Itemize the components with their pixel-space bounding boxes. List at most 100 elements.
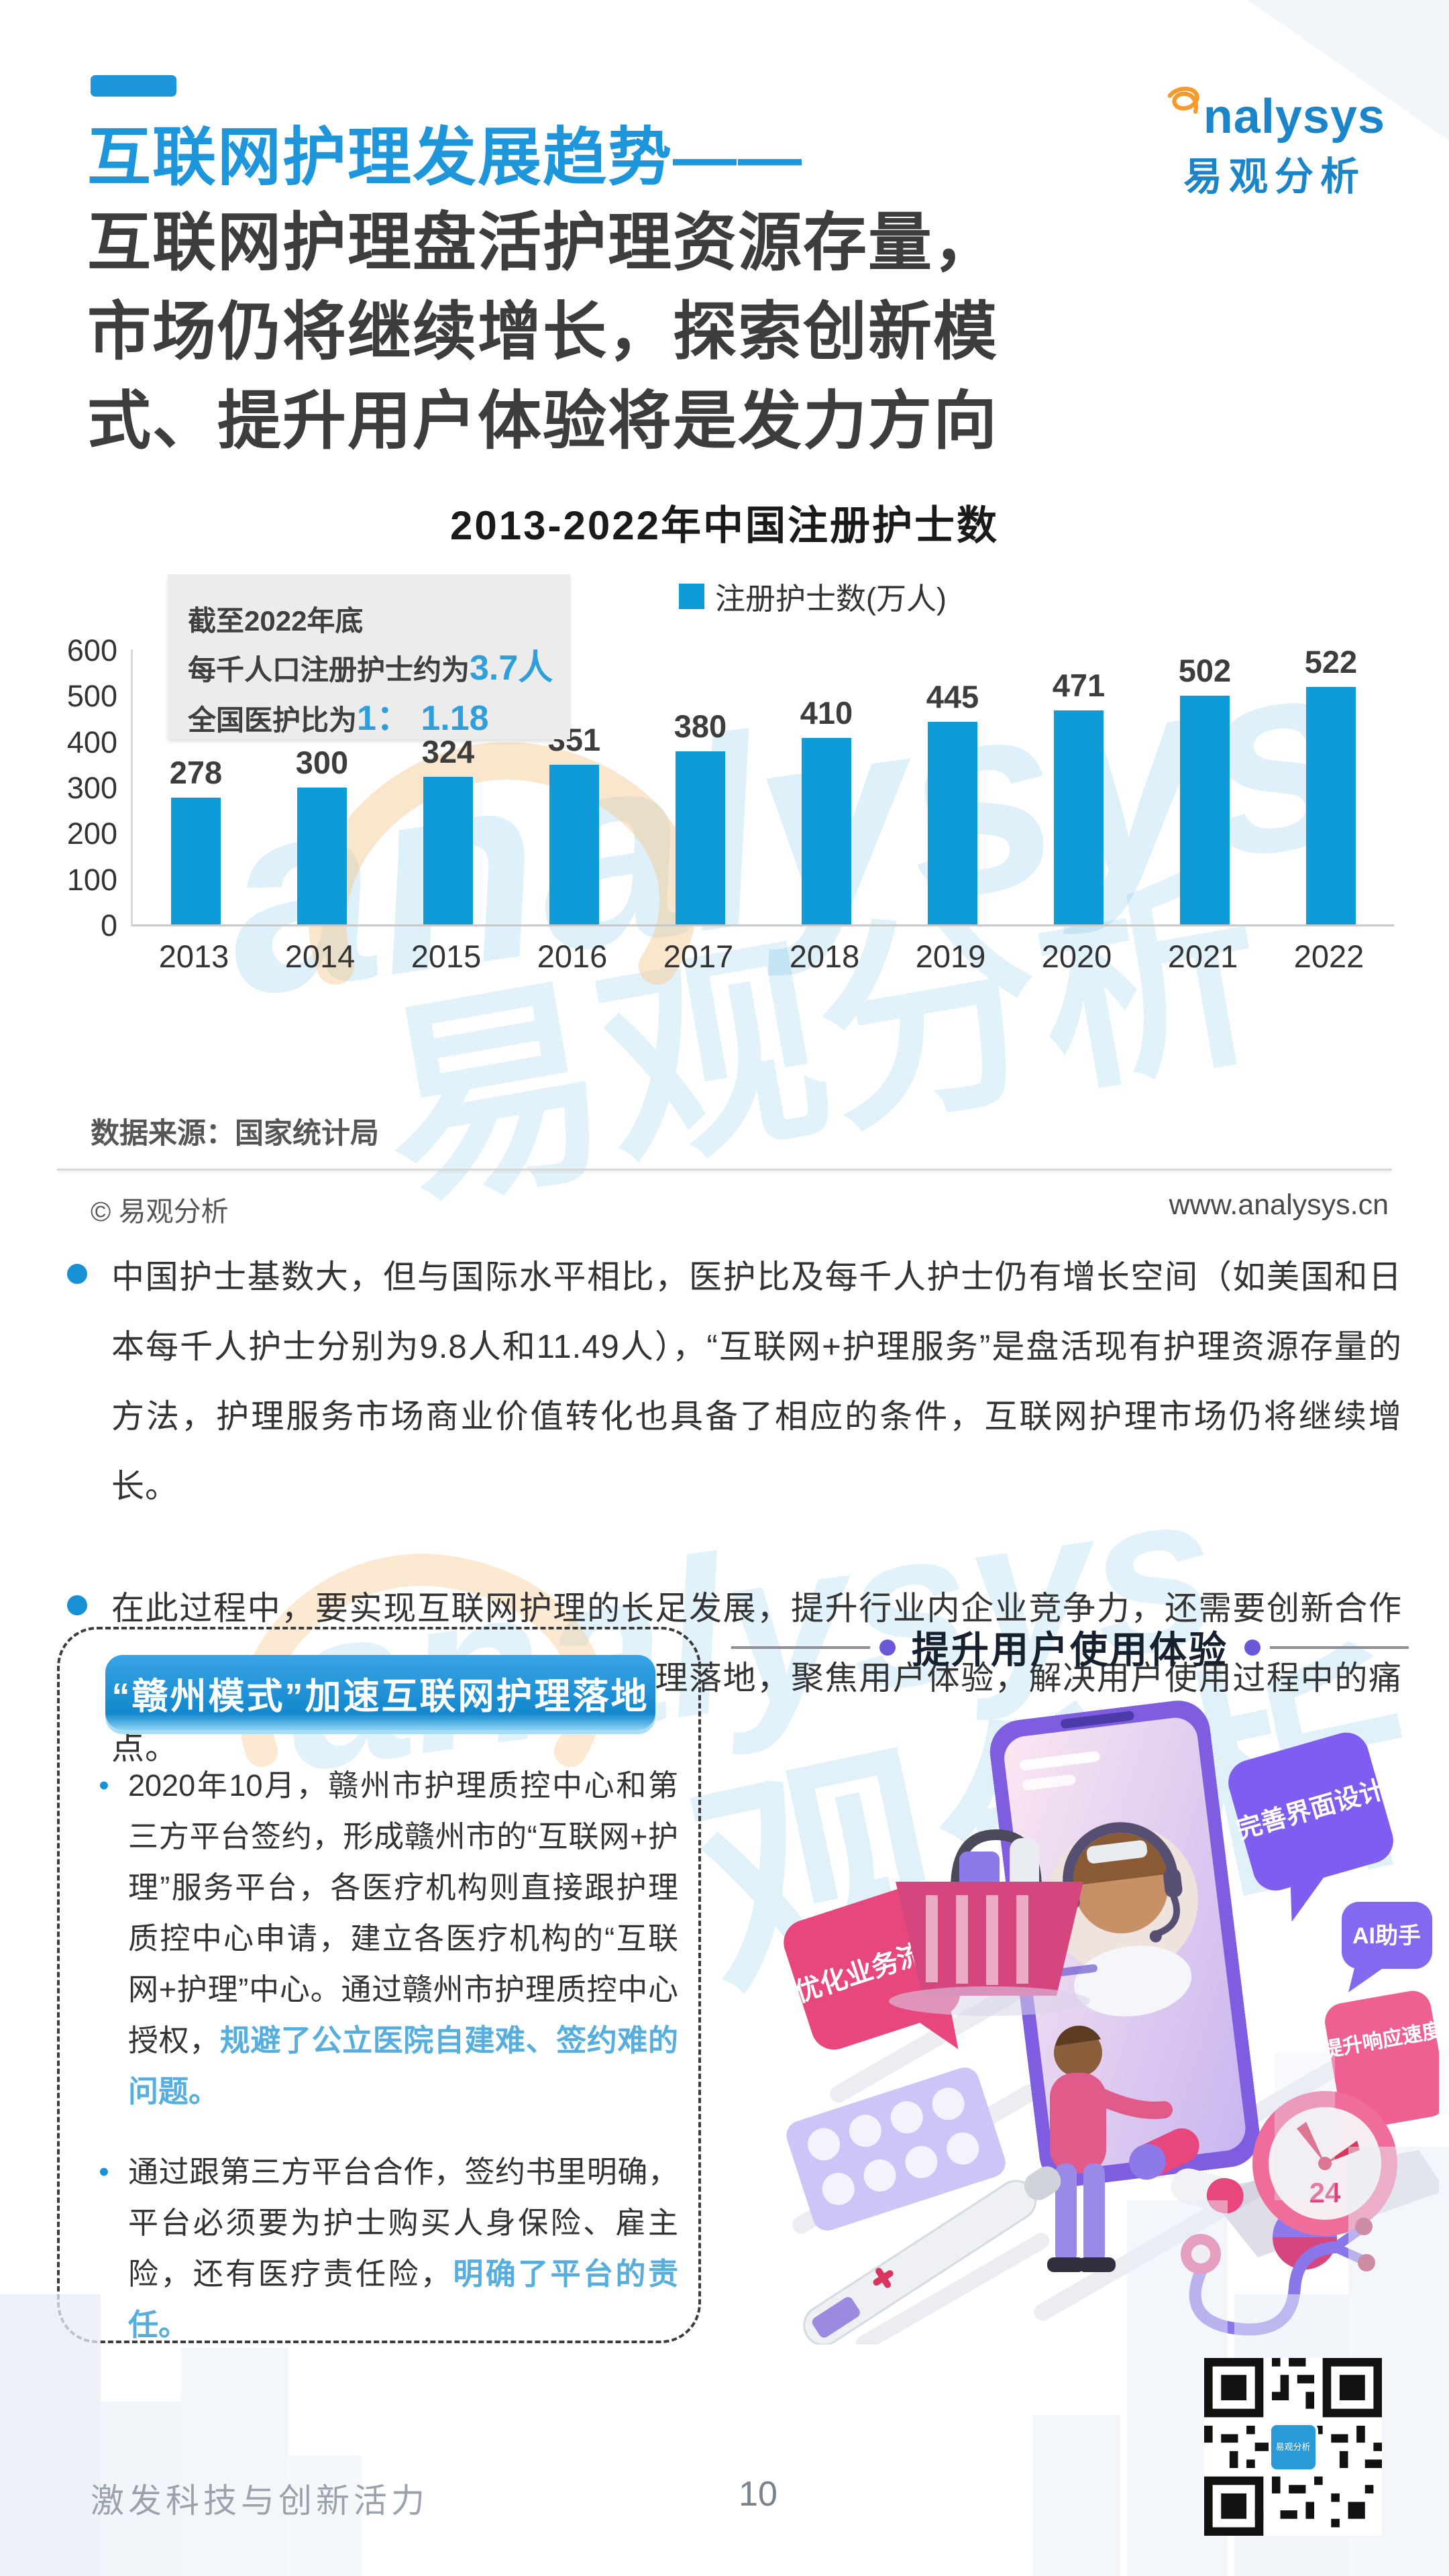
bar-column: 278	[133, 754, 259, 924]
bar-value-label: 445	[926, 679, 979, 714]
subtitle-line: 式、提升用户体验将是发力方向	[87, 386, 999, 457]
bubble-ui: 完善界面设计	[1228, 1732, 1393, 1922]
corner-decoration	[1248, 0, 1449, 141]
bar-column: 471	[1016, 667, 1142, 924]
page-subtitle: 互联网护理盘活护理资源存量， 市场仍将继续增长，探索创新模 式、提升用户体验将是…	[87, 199, 998, 466]
building-silhouette	[0, 2294, 101, 2576]
pill-blister	[786, 2068, 1006, 2231]
infobox-line2: 每千人口注册护士约为3.7人	[188, 649, 553, 688]
building-silhouette	[288, 2455, 362, 2576]
infobox-line3: 全国医护比为1： 1.18	[188, 699, 489, 738]
nursing-app-illustration: 优化业务流程 完善界面设计 AI助手 提升响应速度 提升响应速度	[784, 1701, 1439, 2345]
logo-swirl-icon	[1167, 87, 1199, 114]
bullet-dot-icon	[67, 1264, 87, 1284]
right-panel-title: 提升用户使用体验	[912, 1629, 1228, 1671]
footer-slogan: 激发科技与创新活力	[91, 2482, 429, 2520]
bar-column: 351	[511, 721, 637, 924]
case-item: • 通过跟第三方平台合作，签约书里明确，平台必须要为护士购买人身保险、雇主险，还…	[80, 2147, 680, 2351]
bar	[549, 765, 599, 924]
qr-center-logo: 易观分析	[1268, 2422, 1318, 2472]
legend-label: 注册护士数(万人)	[715, 582, 947, 616]
case-item: • 2020年10月，赣州市护理质控中心和第三方平台签约，形成赣州市的“互联网+…	[80, 1760, 680, 2117]
building-silhouette	[181, 2348, 288, 2576]
x-axis: 2013 2014 2015 2016 2017 2018 2019 2020 2021 2022	[131, 938, 1392, 975]
title-accent-dash	[91, 75, 176, 97]
analysys-logo: nalysys 易观分析	[1164, 67, 1385, 201]
bar-column: 522	[1268, 643, 1394, 924]
subtitle-line: 互联网护理盘活护理资源存量，	[87, 207, 999, 278]
page-number: 10	[739, 2475, 777, 2514]
bar-value-label: 502	[1178, 653, 1232, 688]
qr-code: 易观分析	[1204, 2358, 1382, 2536]
bubble-ai-label: AI助手	[1352, 1923, 1421, 1949]
page-title: 互联网护理发展趋势——	[87, 122, 804, 193]
bar	[802, 738, 851, 924]
x-tick-label: 2014	[284, 938, 356, 974]
bar-column: 324	[385, 733, 511, 924]
y-tick-label: 0	[100, 908, 117, 943]
bullet-item: 中国护士基数大，但与国际水平相比，医护比及每千人护士仍有增长空间（如美国和日本每…	[67, 1242, 1402, 1521]
infobox-highlight: 3.7人	[470, 649, 553, 688]
data-source: 数据来源：国家统计局	[91, 1118, 379, 1150]
bar-value-label: 278	[169, 755, 223, 790]
header-line-left	[731, 1646, 870, 1649]
y-axis: 600 500 400 300 200 100 0	[27, 633, 117, 943]
clock-label: 24	[1309, 2177, 1341, 2208]
website-link[interactable]: www.analysys.cn	[1169, 1189, 1389, 1221]
logo-brand-text: nalysys	[1203, 90, 1385, 144]
bar-value-label: 522	[1304, 644, 1358, 680]
bar	[928, 722, 977, 924]
bar	[676, 751, 725, 924]
x-tick-label: 2021	[1167, 938, 1238, 974]
ganzhou-case-box: “赣州模式”加速互联网护理落地 • 2020年10月，赣州市护理质控中心和第三方…	[57, 1627, 701, 2343]
thermometer	[803, 2166, 1061, 2345]
chart-legend: 注册护士数(万人)	[679, 574, 947, 618]
y-tick-label: 100	[66, 862, 117, 897]
case-box-header: “赣州模式”加速互联网护理落地	[105, 1655, 655, 1730]
bar	[297, 788, 347, 924]
section-divider	[57, 1169, 1392, 1171]
bubble-ai: AI助手	[1342, 1902, 1432, 1992]
bar	[423, 777, 473, 924]
bullet-dot-icon	[67, 1595, 87, 1615]
x-tick-label: 2019	[915, 938, 986, 974]
case-bullet-icon: •	[99, 1769, 109, 1802]
bar-column: 502	[1142, 652, 1268, 924]
case-highlight: 明确了平台的责任。	[128, 2257, 678, 2342]
building-silhouette	[101, 2402, 181, 2576]
y-tick-label: 500	[66, 679, 117, 714]
legend-swatch	[679, 583, 704, 609]
bar-value-label: 300	[295, 745, 349, 780]
case-text: 通过跟第三方平台合作，签约书里明确，平台必须要为护士购买人身保险、雇主险，还有医…	[128, 2155, 678, 2342]
chart-infobox: 截至2022年底 每千人口注册护士约为3.7人 全国医护比为1： 1.18	[168, 574, 570, 739]
x-tick-label: 2015	[411, 938, 482, 974]
x-tick-label: 2018	[789, 938, 860, 974]
bar	[171, 798, 221, 924]
y-tick-label: 600	[66, 633, 117, 667]
bar-column: 300	[259, 744, 385, 924]
infobox-line1: 截至2022年底	[188, 605, 364, 637]
header-line-right	[1270, 1646, 1409, 1649]
bullet-text: 中国护士基数大，但与国际水平相比，医护比及每千人护士仍有增长空间（如美国和日本每…	[111, 1259, 1402, 1505]
medicine-basket	[889, 1829, 1090, 2016]
x-tick-label: 2020	[1041, 938, 1112, 974]
qr-code-image	[1204, 2358, 1382, 2536]
x-tick-label: 2017	[663, 938, 734, 974]
bar-column: 410	[763, 694, 890, 924]
bar-value-label: 471	[1052, 667, 1106, 703]
copyright-text: © 易观分析	[91, 1196, 229, 1227]
building-silhouette	[1033, 2415, 1120, 2576]
x-tick-label: 2022	[1293, 938, 1364, 974]
bar	[1306, 687, 1356, 924]
bar	[1180, 696, 1230, 924]
bar-column: 380	[637, 708, 763, 924]
bar-chart-plot: 278 300 324 351 380 410 445 471 502 522	[131, 644, 1394, 926]
x-tick-label: 2016	[537, 938, 608, 974]
header-dot-icon	[1244, 1639, 1260, 1656]
bar	[1054, 710, 1104, 924]
y-tick-label: 400	[66, 724, 117, 759]
header-dot-icon	[879, 1639, 896, 1656]
bar-column: 445	[890, 678, 1016, 924]
infobox-highlight: 1： 1.18	[357, 699, 489, 738]
